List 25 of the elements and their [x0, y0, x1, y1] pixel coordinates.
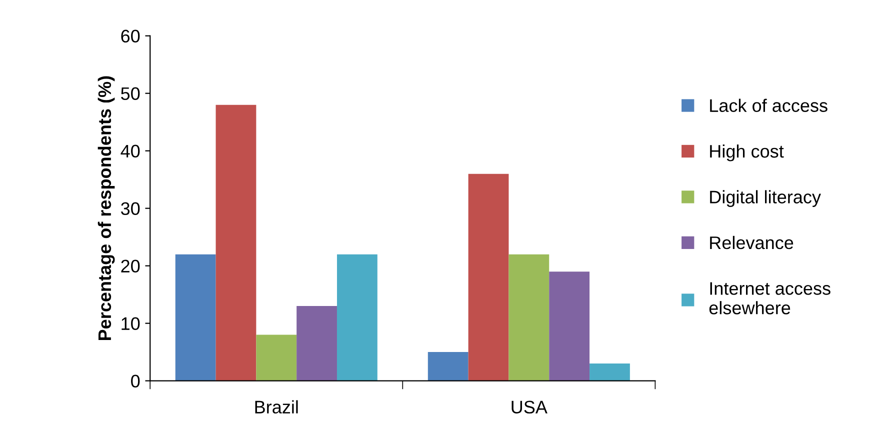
bar: [336, 254, 378, 381]
bar: [296, 306, 337, 381]
x-tick-label: Brazil: [255, 400, 298, 414]
legend-label: Relevance: [710, 236, 794, 250]
bar: [468, 174, 509, 381]
bar: [428, 352, 468, 381]
bar: [175, 254, 216, 381]
legend-label: High cost: [710, 144, 784, 162]
y-tick-label: 20: [121, 260, 140, 273]
bar: [216, 104, 256, 381]
legend-label: Internet access elsewhere: [709, 282, 830, 314]
y-tick-label: 40: [120, 144, 140, 158]
y-axis-title: Percentage of respondents (%): [98, 76, 115, 340]
bar: [590, 364, 630, 381]
bar: [508, 254, 550, 381]
x-tick-label: USA: [512, 400, 548, 414]
legend-label: Lack of access: [710, 98, 828, 112]
bar: [256, 334, 297, 381]
y-tick-label: 0: [131, 374, 140, 388]
y-tick-label: 30: [120, 202, 140, 216]
y-tick-label: 10: [122, 317, 140, 330]
y-tick-label: 50: [121, 87, 140, 100]
bar: [549, 272, 590, 381]
legend-label: Digital literacy: [710, 190, 821, 208]
y-tick-label: 60: [121, 30, 140, 43]
